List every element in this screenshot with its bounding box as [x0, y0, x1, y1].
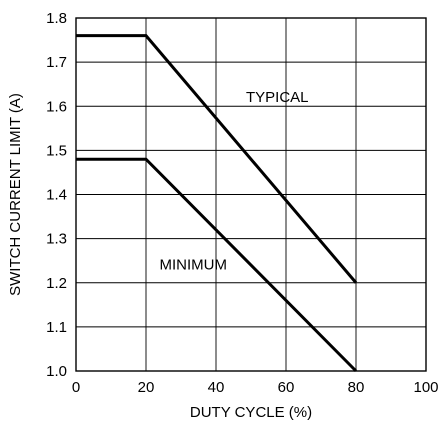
- x-tick-label-2: 40: [208, 379, 225, 396]
- grid-lines: [76, 18, 426, 371]
- y-tick-label-5: 1.5: [46, 142, 67, 159]
- series-layer: [76, 34, 358, 373]
- x-tick-label-3: 60: [278, 379, 295, 396]
- x-tick-label-1: 20: [138, 379, 155, 396]
- y-tick-label-3: 1.3: [46, 231, 67, 248]
- x-axis-title: DUTY CYCLE (%): [190, 404, 312, 421]
- y-tick-label-1: 1.1: [46, 319, 67, 336]
- annotation-typical: TYPICAL: [246, 89, 309, 106]
- y-tick-label-0: 1.0: [46, 363, 67, 380]
- series-line-typical: [76, 34, 358, 284]
- y-tick-label-8: 1.8: [46, 10, 67, 27]
- y-tick-label-6: 1.6: [46, 98, 67, 115]
- y-tick-label-2: 1.2: [46, 275, 67, 292]
- plot-frame: [75, 17, 427, 372]
- x-tick-label-0: 0: [72, 379, 80, 396]
- y-tick-labels: 1.0 1.1 1.2 1.3 1.4 1.5 1.6 1.7 1.8: [46, 10, 67, 380]
- series-line-minimum: [76, 157, 358, 373]
- x-tick-label-4: 80: [348, 379, 365, 396]
- y-axis-title: SWITCH CURRENT LIMIT (A): [7, 93, 24, 296]
- annotation-minimum: MINIMUM: [160, 257, 228, 274]
- annotation-layer: TYPICAL MINIMUM: [160, 89, 309, 274]
- x-tick-labels: 0 20 40 60 80 100: [72, 379, 439, 396]
- y-tick-label-7: 1.7: [46, 54, 67, 71]
- y-tick-label-4: 1.4: [46, 187, 67, 204]
- x-tick-label-5: 100: [413, 379, 438, 396]
